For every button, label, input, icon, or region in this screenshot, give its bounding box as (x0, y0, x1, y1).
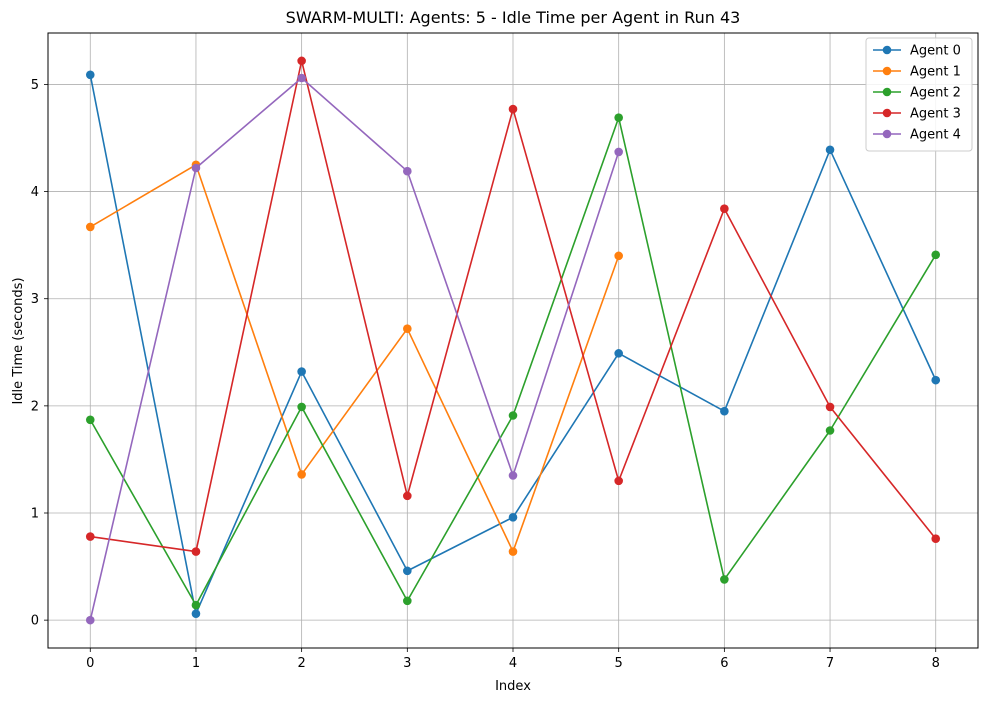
agent-0-point (85, 70, 95, 80)
agent-2-point (931, 250, 941, 260)
agent-0-point (720, 406, 729, 416)
x-tick-label: 4 (509, 656, 517, 671)
agent-1-point (508, 547, 518, 556)
agent-3-point (614, 476, 623, 486)
agent-4-point (614, 147, 623, 157)
x-axis-label: Index (495, 679, 531, 694)
y-ticks: 0 1 2 3 4 5 (31, 78, 48, 629)
agent-0-point (297, 367, 306, 376)
y-tick-label: 2 (31, 399, 39, 414)
agent-3-point (508, 104, 518, 114)
y-tick-label: 4 (31, 185, 39, 200)
agent-3-point (403, 491, 412, 501)
agent-4-point (508, 471, 518, 480)
legend-agent-2-label: Agent 2 (910, 86, 961, 101)
agent-3-point (825, 402, 835, 412)
agent-3-point (297, 56, 306, 66)
agent-4-point (191, 163, 201, 173)
agent-1-point (85, 222, 95, 232)
agent-1-point (297, 470, 306, 479)
agent-2-point (614, 113, 623, 122)
legend-agent-0-label: Agent 0 (910, 44, 961, 59)
x-tick-label: 1 (192, 656, 200, 671)
agent-3-point (191, 547, 201, 556)
series-agent-2 (85, 113, 941, 610)
series-agent-1 (85, 160, 623, 556)
y-tick-label: 5 (31, 78, 39, 93)
agent-2-point (720, 575, 729, 584)
agent-2-point (297, 402, 306, 412)
agent-4-point (403, 166, 412, 176)
agent-1-point (614, 251, 623, 261)
agent-3-point (720, 204, 729, 214)
legend-agent-1-marker (882, 66, 892, 76)
agent-4-line (89, 77, 620, 621)
agent-2-point (403, 596, 412, 606)
agent-0-point (931, 375, 941, 385)
legend-agent-3-label: Agent 3 (910, 107, 961, 122)
y-tick-label: 0 (31, 614, 39, 629)
agent-4-point (85, 615, 95, 625)
agent-1-line (89, 163, 620, 553)
grid (48, 33, 978, 648)
legend-agent-4-marker (882, 129, 892, 139)
agent-0-point (508, 512, 518, 522)
agent-2-point (825, 426, 835, 435)
agent-3-point (931, 534, 941, 544)
x-tick-label: 2 (297, 656, 305, 671)
agent-2-point (191, 600, 201, 610)
x-tick-label: 7 (826, 656, 834, 671)
legend-agent-0-marker (882, 45, 892, 55)
x-tick-label: 6 (720, 656, 728, 671)
agent-0-point (403, 566, 412, 576)
agent-0-point (825, 145, 835, 155)
x-tick-label: 5 (615, 656, 623, 671)
agent-3-point (85, 532, 95, 541)
series-agent-3 (85, 56, 941, 556)
agent-4-point (297, 73, 306, 83)
series-agent-0 (85, 70, 941, 619)
agent-2-point (508, 411, 518, 420)
legend-agent-3-marker (882, 108, 892, 118)
x-ticks: 0 1 2 3 4 5 6 7 8 (86, 648, 940, 671)
agent-0-point (614, 349, 623, 358)
legend-agent-4-label: Agent 4 (910, 128, 961, 143)
agent-1-point (403, 324, 412, 334)
x-tick-label: 0 (86, 656, 94, 671)
legend-agent-1-label: Agent 1 (910, 65, 961, 80)
series-agent-4 (85, 73, 623, 625)
legend-agent-2-marker (882, 87, 892, 97)
legend-box (865, 37, 973, 152)
x-tick-label: 3 (403, 656, 411, 671)
legend: Agent 0 Agent 1 Agent 2 Agent 3 Agent 4 (865, 37, 973, 152)
y-tick-label: 3 (31, 292, 39, 307)
chart-title: SWARM-MULTI: Agents: 5 - Idle Time per A… (286, 8, 741, 27)
series-group (85, 56, 941, 625)
agent-0-point (191, 609, 201, 619)
agent-2-point (85, 415, 95, 425)
y-axis-label: Idle Time (seconds) (11, 277, 26, 404)
x-tick-label: 8 (932, 656, 940, 671)
y-tick-label: 1 (31, 507, 39, 522)
